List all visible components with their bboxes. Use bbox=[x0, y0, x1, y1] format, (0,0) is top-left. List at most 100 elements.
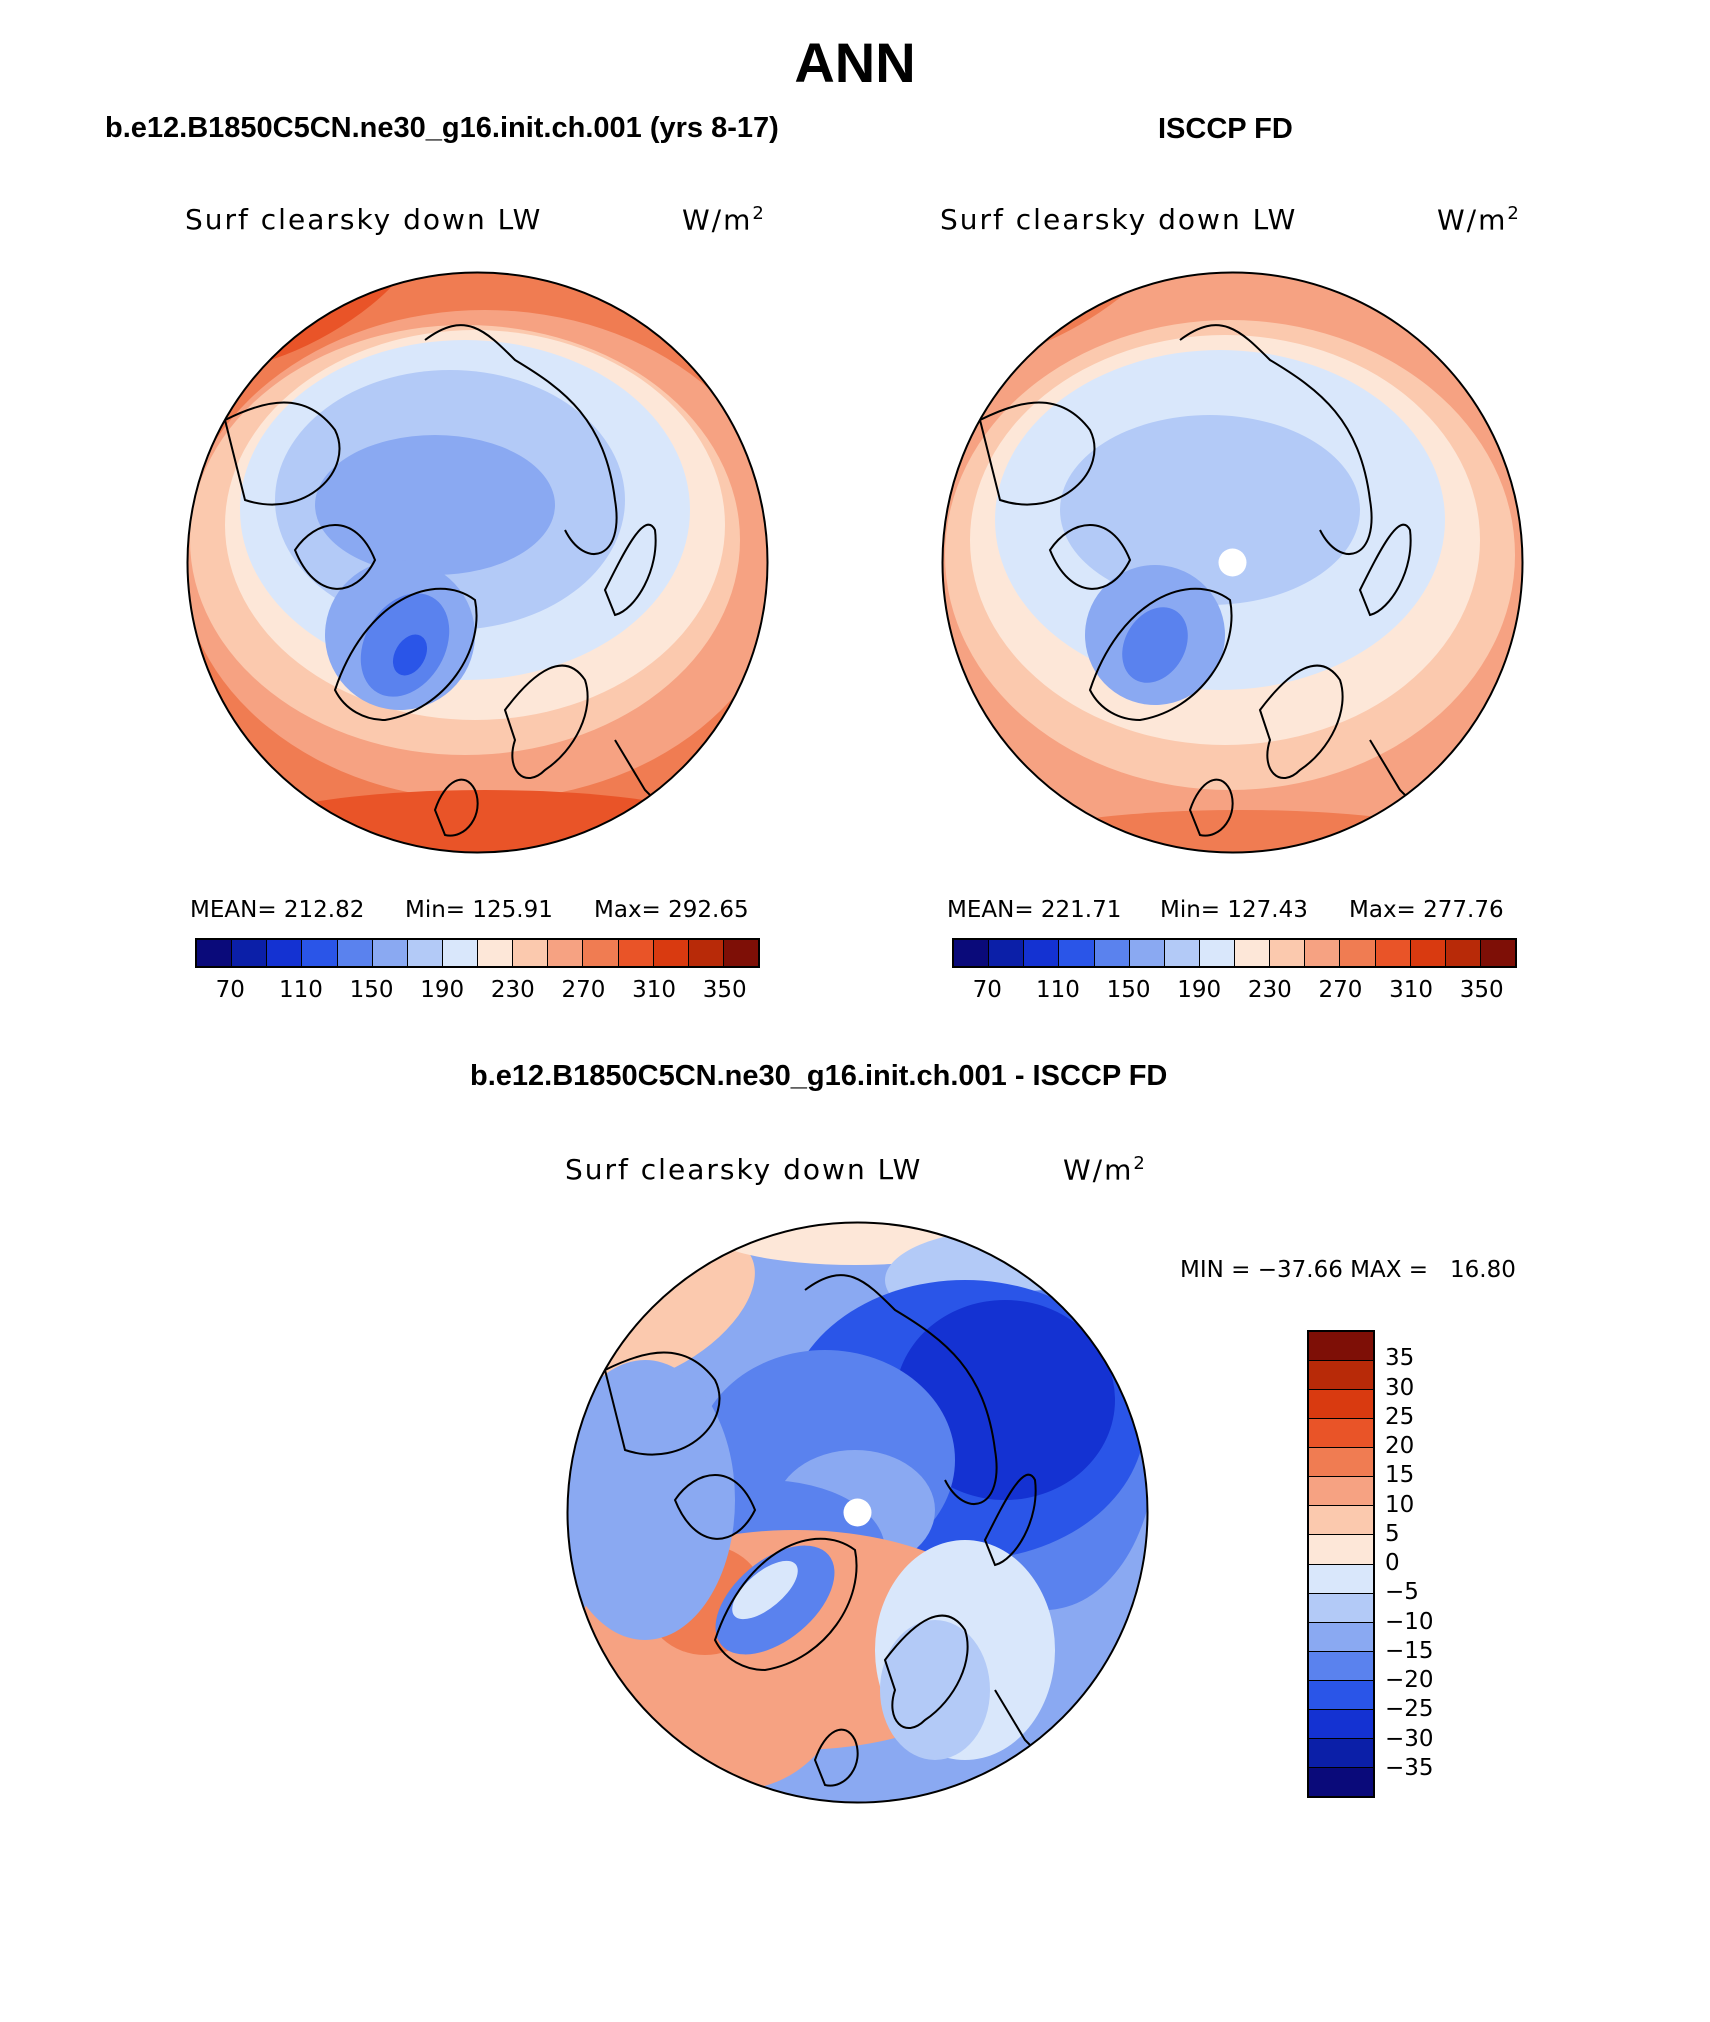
panel1-colorbar-tick-label: 230 bbox=[490, 977, 535, 1003]
diff-colorbar-ticks: 35 30 25 20 15 10 5 0 −5 −10 −15 −20 −25 −30 −35 bbox=[1385, 1330, 1465, 1798]
panel2-colorbar-tick-label: 150 bbox=[1106, 977, 1151, 1003]
panel1-colorbar-tick-label: 150 bbox=[349, 977, 394, 1003]
diff-colorbar-tick-label: −25 bbox=[1385, 1696, 1434, 1723]
diff-colorbar-tick-label: 20 bbox=[1385, 1433, 1415, 1459]
panel1-colorbar-swatch bbox=[372, 940, 408, 966]
panel1-colorbar-swatch bbox=[688, 940, 724, 966]
diff-polar-map bbox=[566, 1221, 1149, 1804]
panel2-colorbar-swatch bbox=[1094, 940, 1130, 966]
diff-colorbar-tick-label: 0 bbox=[1385, 1550, 1400, 1576]
panel2-mean: MEAN= 221.71 bbox=[947, 897, 1122, 923]
panel1-colorbar-tick-label: 110 bbox=[278, 977, 323, 1003]
panel2-colorbar-swatch bbox=[1480, 940, 1515, 966]
panel1-colorbar-swatch bbox=[653, 940, 689, 966]
panel2-colorbar-tick-label: 190 bbox=[1177, 977, 1222, 1003]
panel1-polar-map bbox=[186, 271, 769, 854]
diff-colorbar-swatch bbox=[1309, 1767, 1373, 1796]
panel1-max: Max= 292.65 bbox=[594, 897, 749, 923]
diff-colorbar-swatch bbox=[1309, 1651, 1373, 1681]
diff-colorbar bbox=[1307, 1330, 1375, 1798]
panel2-polar-map bbox=[941, 271, 1524, 854]
panel1-variable-label: Surf clearsky down LW bbox=[185, 203, 543, 236]
diff-colorbar-swatch bbox=[1309, 1535, 1373, 1565]
diff-title: b.e12.B1850C5CN.ne30_g16.init.ch.001 - I… bbox=[470, 1060, 1168, 1092]
panel2-colorbar-tick-label: 110 bbox=[1035, 977, 1080, 1003]
diff-colorbar-swatch bbox=[1309, 1361, 1373, 1391]
panel2-min: Min= 127.43 bbox=[1160, 897, 1308, 923]
panel2-colorbar-tick-label: 310 bbox=[1389, 977, 1434, 1003]
diff-colorbar-tick-label: 25 bbox=[1385, 1403, 1415, 1430]
panel2-colorbar-swatch bbox=[1199, 940, 1235, 966]
diff-colorbar-swatch bbox=[1309, 1738, 1373, 1768]
panel1-min: Min= 125.91 bbox=[405, 897, 553, 923]
panel2-colorbar-swatch bbox=[989, 940, 1025, 966]
panel1-colorbar-swatch bbox=[723, 940, 758, 966]
panel2-colorbar-swatch bbox=[1340, 940, 1376, 966]
diff-colorbar-tick-label: −35 bbox=[1385, 1754, 1434, 1781]
panel2-colorbar-tick-label: 270 bbox=[1318, 977, 1363, 1003]
panel2-colorbar-swatch bbox=[1445, 940, 1481, 966]
panel1-colorbar-tick-label: 270 bbox=[561, 977, 606, 1003]
diff-colorbar-swatch bbox=[1309, 1419, 1373, 1449]
diff-colorbar-swatch bbox=[1309, 1390, 1373, 1420]
diff-colorbar-tick-label: −5 bbox=[1385, 1579, 1419, 1606]
panel1-colorbar-swatch bbox=[232, 940, 268, 966]
panel2-colorbar bbox=[952, 938, 1517, 968]
panel1-colorbar-tick-label: 310 bbox=[632, 977, 677, 1003]
panel1-colorbar-swatch bbox=[407, 940, 443, 966]
panel2-colorbar-swatch bbox=[1129, 940, 1165, 966]
panel2-units: W/m2 bbox=[1437, 203, 1521, 237]
diff-colorbar-tick-label: −15 bbox=[1385, 1637, 1434, 1664]
panel2-colorbar-swatch bbox=[1305, 940, 1341, 966]
diff-units: W/m2 bbox=[1063, 1153, 1147, 1187]
panel1-colorbar-tick-label: 70 bbox=[215, 977, 245, 1003]
diff-colorbar-tick-label: −10 bbox=[1385, 1608, 1434, 1635]
diff-colorbar-tick-label: 15 bbox=[1385, 1462, 1415, 1489]
diff-minmax: MIN = −37.66 MAX = 16.80 bbox=[1180, 1257, 1516, 1283]
panel1-colorbar-swatch bbox=[197, 940, 233, 966]
panel2-colorbar-swatch bbox=[1235, 940, 1271, 966]
diff-variable-label: Surf clearsky down LW bbox=[565, 1153, 923, 1186]
panel1-case-title: b.e12.B1850C5CN.ne30_g16.init.ch.001 (yr… bbox=[105, 112, 779, 144]
panel1-colorbar-swatch bbox=[442, 940, 478, 966]
panel2-colorbar-swatch bbox=[1024, 940, 1060, 966]
panel2-colorbar-ticks: 70 110 150 190 230 270 310 350 bbox=[952, 977, 1517, 1007]
panel1-units: W/m2 bbox=[682, 203, 766, 237]
panel1-mean: MEAN= 212.82 bbox=[190, 897, 365, 923]
panel2-variable-label: Surf clearsky down LW bbox=[940, 203, 1298, 236]
diff-colorbar-tick-label: −20 bbox=[1385, 1667, 1434, 1693]
panel1-colorbar-ticks: 70 110 150 190 230 270 310 350 bbox=[195, 977, 760, 1007]
panel1-colorbar bbox=[195, 938, 760, 968]
panel2-colorbar-tick-label: 350 bbox=[1459, 977, 1504, 1003]
panel2-colorbar-swatch bbox=[1410, 940, 1446, 966]
diff-colorbar-swatch bbox=[1309, 1477, 1373, 1507]
diff-colorbar-tick-label: 10 bbox=[1385, 1491, 1415, 1518]
page-title: ANN bbox=[794, 31, 916, 94]
panel2-colorbar-swatch bbox=[1375, 940, 1411, 966]
panel2-colorbar-tick-label: 70 bbox=[972, 977, 1002, 1003]
panel1-colorbar-swatch bbox=[478, 940, 514, 966]
panel2-colorbar-swatch bbox=[1270, 940, 1306, 966]
panel1-colorbar-swatch bbox=[583, 940, 619, 966]
panel1-colorbar-swatch bbox=[618, 940, 654, 966]
diff-colorbar-tick-label: 5 bbox=[1385, 1520, 1400, 1547]
diff-colorbar-swatch bbox=[1309, 1622, 1373, 1652]
panel1-colorbar-tick-label: 190 bbox=[420, 977, 465, 1003]
panel1-colorbar-swatch bbox=[337, 940, 373, 966]
panel2-colorbar-swatch bbox=[954, 940, 990, 966]
diff-colorbar-tick-label: −30 bbox=[1385, 1725, 1434, 1752]
panel2-colorbar-swatch bbox=[1164, 940, 1200, 966]
diff-colorbar-swatch bbox=[1309, 1680, 1373, 1710]
diff-colorbar-swatch bbox=[1309, 1332, 1373, 1362]
panel1-colorbar-swatch bbox=[513, 940, 549, 966]
diff-colorbar-swatch bbox=[1309, 1564, 1373, 1594]
panel1-colorbar-tick-label: 350 bbox=[702, 977, 747, 1003]
diff-colorbar-swatch bbox=[1309, 1448, 1373, 1478]
panel1-colorbar-swatch bbox=[548, 940, 584, 966]
panel2-colorbar-swatch bbox=[1059, 940, 1095, 966]
panel1-colorbar-swatch bbox=[302, 940, 338, 966]
diff-colorbar-swatch bbox=[1309, 1593, 1373, 1623]
diff-colorbar-swatch bbox=[1309, 1506, 1373, 1536]
diff-colorbar-swatch bbox=[1309, 1709, 1373, 1739]
panel2-max: Max= 277.76 bbox=[1349, 897, 1504, 923]
